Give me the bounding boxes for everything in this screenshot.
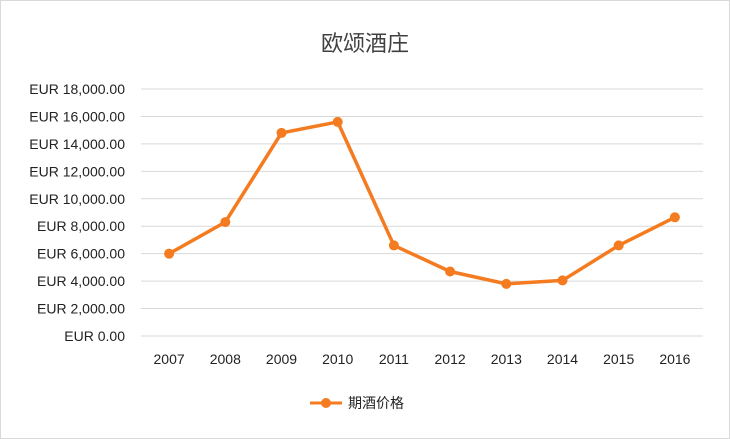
- y-tick-label: EUR 8,000.00: [37, 218, 125, 234]
- legend-marker-swatch: [321, 398, 331, 408]
- chart-title: 欧颂酒庄: [321, 32, 409, 57]
- data-point: [613, 240, 624, 251]
- x-tick-label: 2009: [266, 351, 297, 367]
- data-point: [276, 127, 287, 138]
- y-tick-label: EUR 10,000.00: [29, 191, 125, 207]
- y-tick-label: EUR 18,000.00: [29, 81, 125, 97]
- gridlines: [141, 88, 703, 337]
- y-tick-label: EUR 4,000.00: [37, 273, 125, 289]
- series-line: [167, 120, 677, 286]
- y-tick-label: EUR 2,000.00: [37, 301, 125, 317]
- x-tick-label: 2011: [379, 351, 409, 367]
- x-tick-label: 2013: [491, 351, 522, 367]
- series-layer: [164, 116, 680, 289]
- legend: 期酒价格: [310, 396, 404, 412]
- data-point: [164, 248, 175, 259]
- x-tick-label: 2016: [659, 351, 690, 367]
- y-tick-label: EUR 12,000.00: [29, 163, 125, 179]
- x-tick-label: 2014: [547, 351, 578, 367]
- data-point: [220, 217, 231, 228]
- data-point: [557, 275, 568, 286]
- y-tick-label: EUR 16,000.00: [29, 108, 125, 124]
- legend-label: 期酒价格: [348, 396, 404, 412]
- x-tick-label: 2015: [603, 351, 634, 367]
- x-tick-label: 2012: [435, 351, 466, 367]
- data-point: [501, 278, 512, 289]
- y-tick-label: EUR 14,000.00: [29, 136, 125, 152]
- data-point: [388, 240, 399, 251]
- x-axis-tick-labels: 2007 2008 2009 2010 2011 2012 2013 2014 2015 2016: [154, 351, 691, 367]
- x-tick-label: 2010: [322, 351, 353, 367]
- x-tick-label: 2008: [210, 351, 241, 367]
- data-point: [332, 116, 343, 127]
- y-tick-label: EUR 6,000.00: [37, 246, 125, 262]
- data-point: [445, 266, 456, 277]
- x-tick-label: 2007: [154, 351, 185, 367]
- y-tick-label: EUR 0.00: [64, 328, 125, 344]
- data-point: [669, 212, 680, 223]
- y-axis-tick-labels: EUR 0.00 EUR 2,000.00 EUR 4,000.00 EUR 6,00…: [29, 81, 125, 344]
